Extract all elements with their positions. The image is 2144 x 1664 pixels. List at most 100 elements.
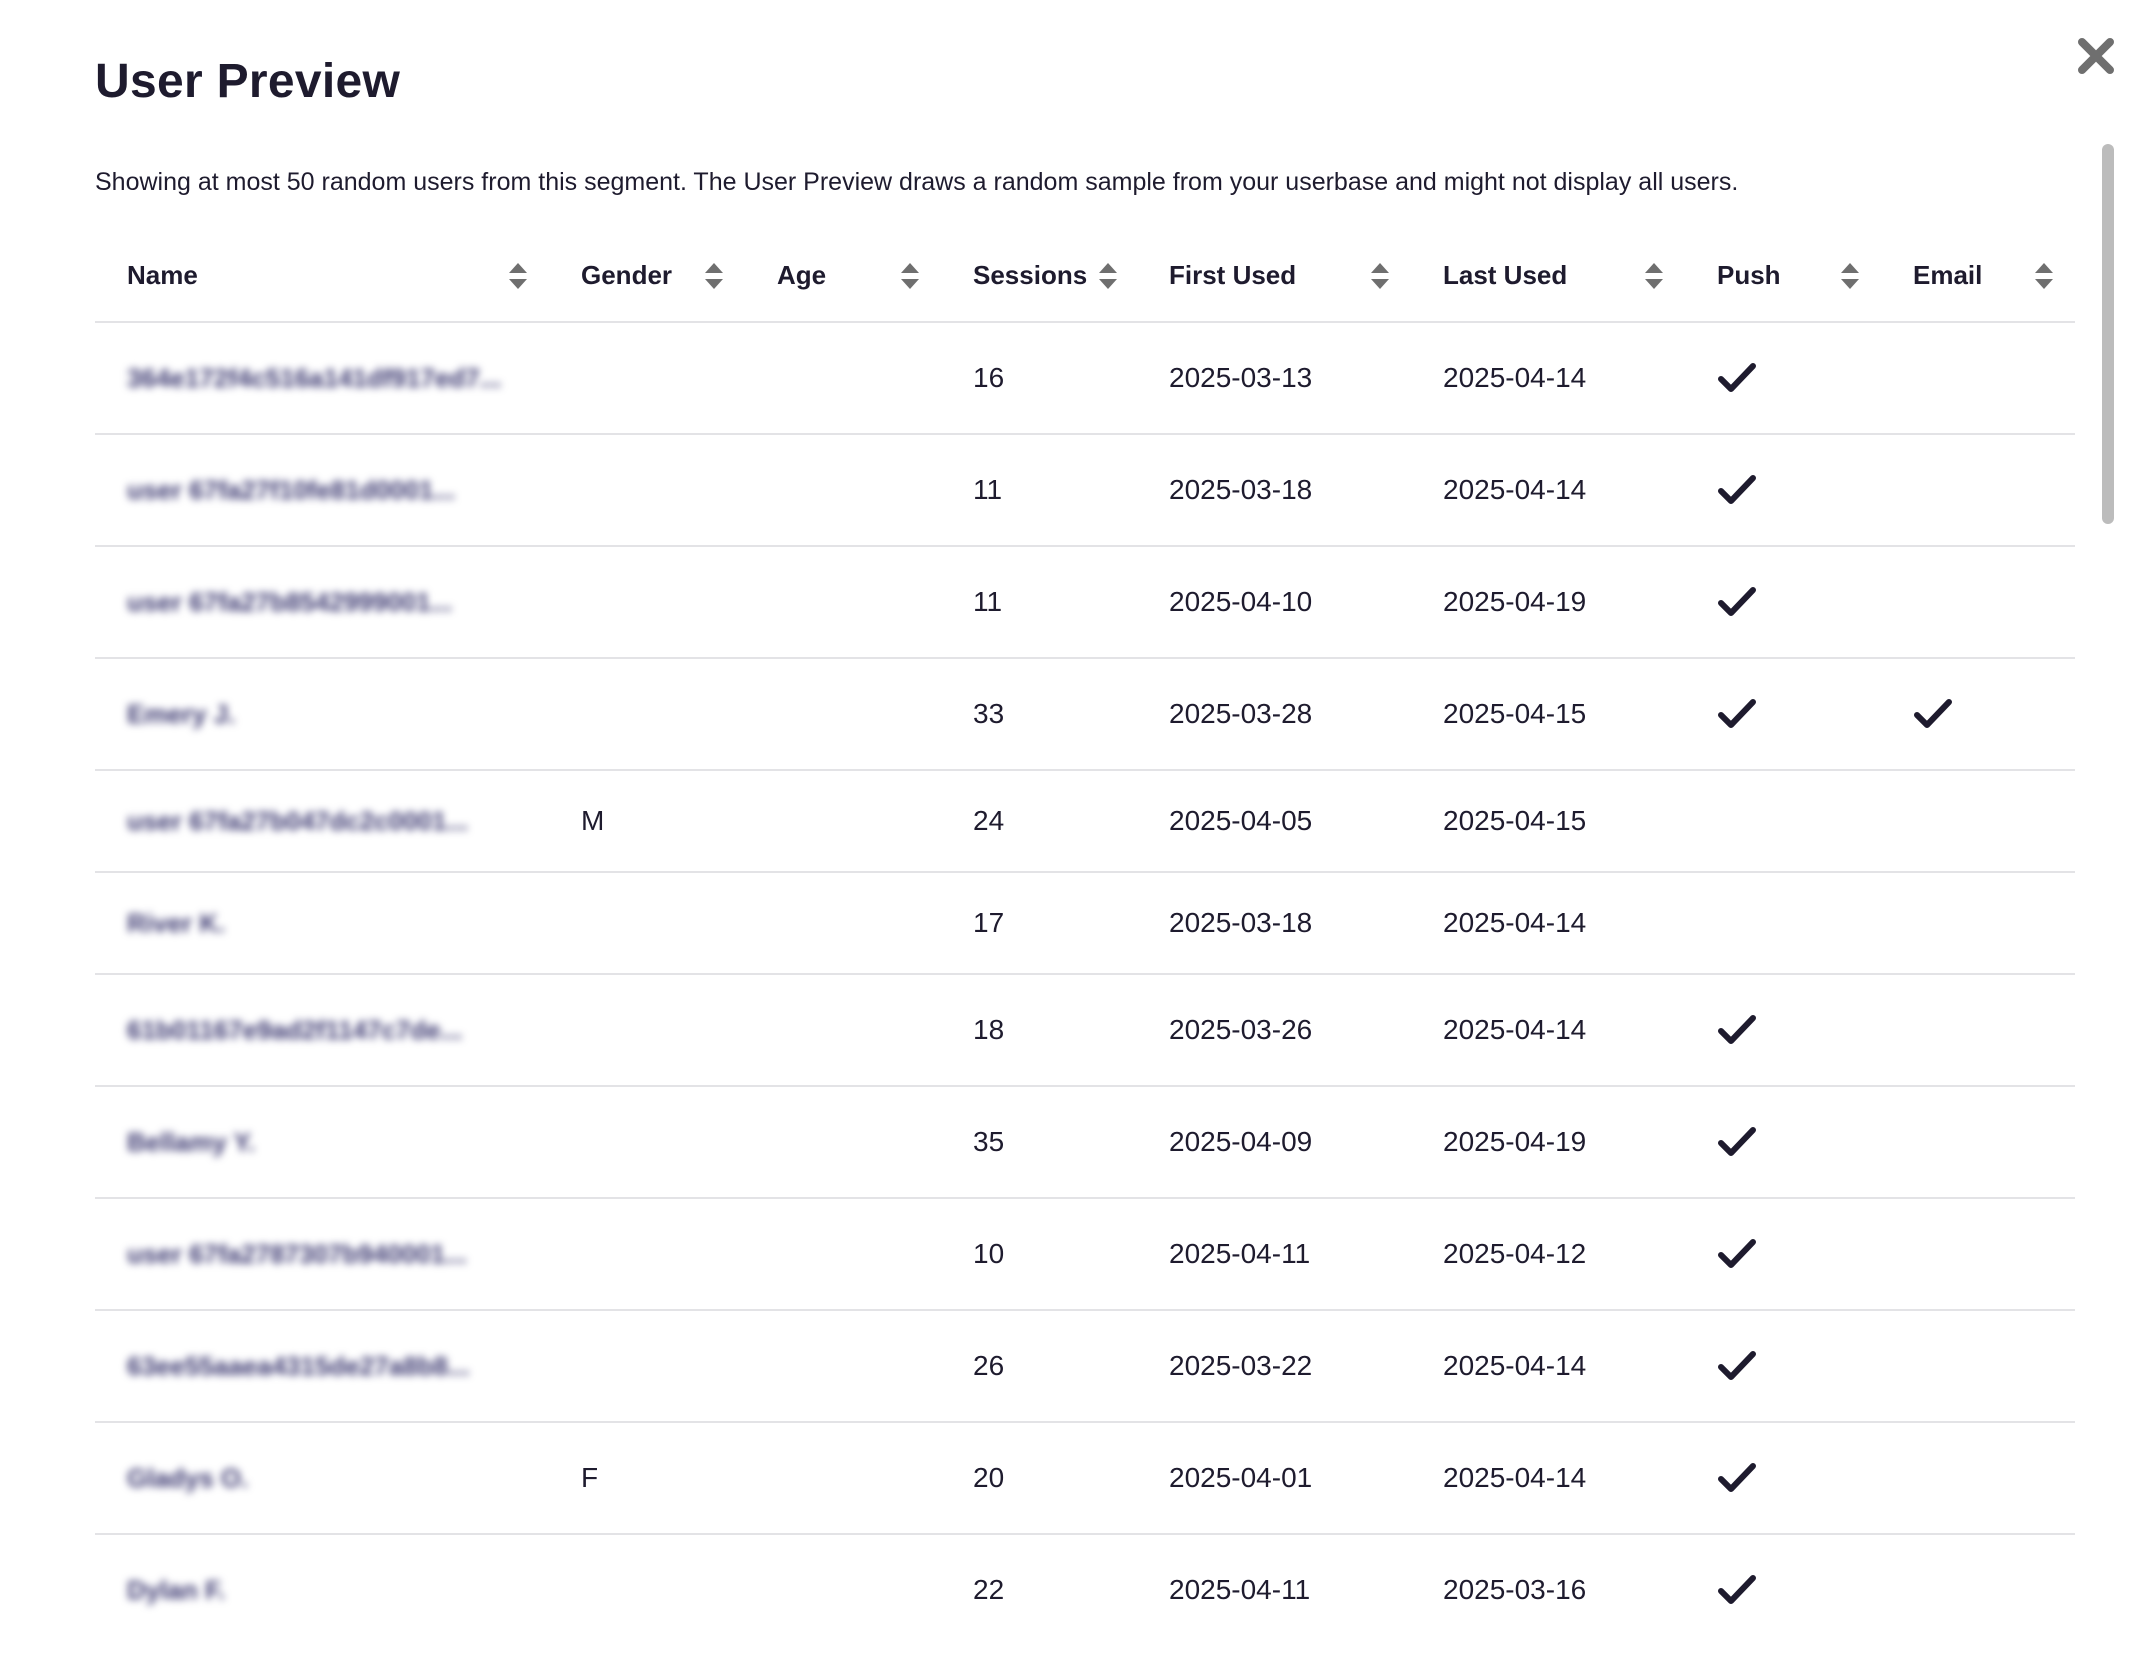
sort-button-sessions[interactable]: Sessions: [941, 260, 1137, 291]
table-row[interactable]: 61b01167e9ad2f1147c7de... 18 2025-03-26 202…: [95, 974, 2075, 1087]
user-name[interactable]: 63ee55aaea4315de27a8b8...: [127, 1351, 470, 1381]
cell-name: River K.: [95, 872, 549, 975]
gender-value: M: [581, 805, 605, 836]
column-label: Last Used: [1443, 260, 1568, 290]
close-button[interactable]: [2074, 34, 2118, 78]
table-row[interactable]: user 67fa27f10fe81d0001... 11 2025-03-18 20…: [95, 434, 2075, 547]
sort-icon[interactable]: [899, 261, 921, 291]
cell-sessions: 18: [941, 974, 1137, 1087]
first-used-value: 2025-03-26: [1169, 1014, 1313, 1045]
table-row[interactable]: 364e172f4c516a141df917ed7... 16 2025-03-13…: [95, 322, 2075, 435]
column-header-push[interactable]: Push: [1685, 230, 1881, 323]
cell-email: [1881, 546, 2075, 659]
cell-sessions: 17: [941, 872, 1137, 975]
sort-icon[interactable]: [1643, 261, 1665, 291]
user-name[interactable]: Emery J.: [127, 699, 236, 729]
user-name[interactable]: user 67fa27f10fe81d0001...: [127, 475, 456, 505]
cell-sessions: 26: [941, 1310, 1137, 1423]
cell-sessions: 10: [941, 1198, 1137, 1311]
scrollbar-thumb[interactable]: [2102, 144, 2114, 524]
table-row[interactable]: River K. 17 2025-03-18 2025-04-14: [95, 872, 2075, 975]
table-row[interactable]: Gladys O. F 20 2025-04-01 2025-04-14: [95, 1422, 2075, 1535]
cell-last-used: 2025-03-16: [1411, 1534, 1685, 1645]
last-used-value: 2025-04-14: [1443, 362, 1587, 393]
close-icon[interactable]: [2074, 34, 2118, 78]
table-row[interactable]: Emery J. 33 2025-03-28 2025-04-15: [95, 658, 2075, 771]
cell-push: [1685, 1534, 1881, 1645]
table-row[interactable]: 63ee55aaea4315de27a8b8... 26 2025-03-22 202…: [95, 1310, 2075, 1423]
last-used-value: 2025-04-19: [1443, 1126, 1587, 1157]
sort-icon[interactable]: [1839, 261, 1861, 291]
cell-push: [1685, 546, 1881, 659]
user-name[interactable]: Dylan F.: [127, 1575, 226, 1605]
user-table-container: Name Gender Age Sessions First Used Last Used…: [95, 230, 2075, 1645]
user-table: Name Gender Age Sessions First Used Last Used…: [95, 230, 2075, 1645]
column-label: Name: [127, 260, 198, 290]
column-header-email[interactable]: Email: [1881, 230, 2075, 323]
user-name[interactable]: user 67fa2787307b940001...: [127, 1239, 467, 1269]
cell-last-used: 2025-04-14: [1411, 1310, 1685, 1423]
cell-push: [1685, 1198, 1881, 1311]
cell-first-used: 2025-03-18: [1137, 872, 1411, 975]
cell-name: user 67fa2787307b940001...: [95, 1198, 549, 1311]
column-header-age[interactable]: Age: [745, 230, 941, 323]
push-enabled-check-icon: [1718, 1239, 1756, 1269]
user-name[interactable]: user 67fa27b047dc2c0001...: [127, 806, 469, 836]
user-name[interactable]: Bellamy Y.: [127, 1127, 256, 1157]
cell-push: [1685, 322, 1881, 435]
sort-icon[interactable]: [2033, 261, 2055, 291]
cell-name: user 67fa27f10fe81d0001...: [95, 434, 549, 547]
sessions-value: 22: [973, 1574, 1005, 1605]
cell-last-used: 2025-04-14: [1411, 434, 1685, 547]
user-name[interactable]: River K.: [127, 908, 226, 938]
sort-button-last-used[interactable]: Last Used: [1411, 260, 1685, 291]
table-row[interactable]: user 67fa2787307b940001... 10 2025-04-11 20…: [95, 1198, 2075, 1311]
cell-email: [1881, 1198, 2075, 1311]
table-row[interactable]: user 67fa27b047dc2c0001... M 24 2025-04-05 2…: [95, 770, 2075, 873]
cell-first-used: 2025-04-11: [1137, 1534, 1411, 1645]
sessions-value: 35: [973, 1126, 1005, 1157]
sort-button-gender[interactable]: Gender: [549, 260, 745, 291]
cell-email: [1881, 1310, 2075, 1423]
cell-last-used: 2025-04-15: [1411, 658, 1685, 771]
table-row[interactable]: Dylan F. 22 2025-04-11 2025-03-16: [95, 1534, 2075, 1645]
sort-button-push[interactable]: Push: [1685, 260, 1881, 291]
cell-sessions: 20: [941, 1422, 1137, 1535]
column-header-gender[interactable]: Gender: [549, 230, 745, 323]
column-header-first-used[interactable]: First Used: [1137, 230, 1411, 323]
last-used-value: 2025-04-14: [1443, 1014, 1587, 1045]
sort-icon[interactable]: [703, 261, 725, 291]
first-used-value: 2025-04-10: [1169, 586, 1313, 617]
cell-gender: [549, 872, 745, 975]
cell-email: [1881, 872, 2075, 975]
user-name[interactable]: user 67fa27b8542999001...: [127, 587, 453, 617]
user-name[interactable]: 364e172f4c516a141df917ed7...: [127, 363, 502, 393]
cell-gender: M: [549, 770, 745, 873]
sort-icon[interactable]: [1097, 261, 1119, 291]
cell-sessions: 11: [941, 434, 1137, 547]
sort-button-name[interactable]: Name: [95, 260, 549, 291]
first-used-value: 2025-03-13: [1169, 362, 1313, 393]
user-name[interactable]: 61b01167e9ad2f1147c7de...: [127, 1015, 463, 1045]
sort-button-first-used[interactable]: First Used: [1137, 260, 1411, 291]
column-header-sessions[interactable]: Sessions: [941, 230, 1137, 323]
cell-email: [1881, 974, 2075, 1087]
cell-age: [745, 770, 941, 873]
column-header-name[interactable]: Name: [95, 230, 549, 323]
sort-icon[interactable]: [1369, 261, 1391, 291]
push-enabled-check-icon: [1718, 1015, 1756, 1045]
cell-age: [745, 658, 941, 771]
column-header-last-used[interactable]: Last Used: [1411, 230, 1685, 323]
table-header: Name Gender Age Sessions First Used Last Used…: [95, 230, 2075, 323]
sort-button-email[interactable]: Email: [1881, 260, 2075, 291]
user-name[interactable]: Gladys O.: [127, 1463, 249, 1493]
table-row[interactable]: user 67fa27b8542999001... 11 2025-04-10 202…: [95, 546, 2075, 659]
column-label: Push: [1717, 260, 1781, 290]
sort-button-age[interactable]: Age: [745, 260, 941, 291]
cell-gender: [549, 322, 745, 435]
cell-push: [1685, 1422, 1881, 1535]
cell-sessions: 16: [941, 322, 1137, 435]
table-row[interactable]: Bellamy Y. 35 2025-04-09 2025-04-19: [95, 1086, 2075, 1199]
column-label: First Used: [1169, 260, 1297, 290]
sort-icon[interactable]: [507, 261, 529, 291]
